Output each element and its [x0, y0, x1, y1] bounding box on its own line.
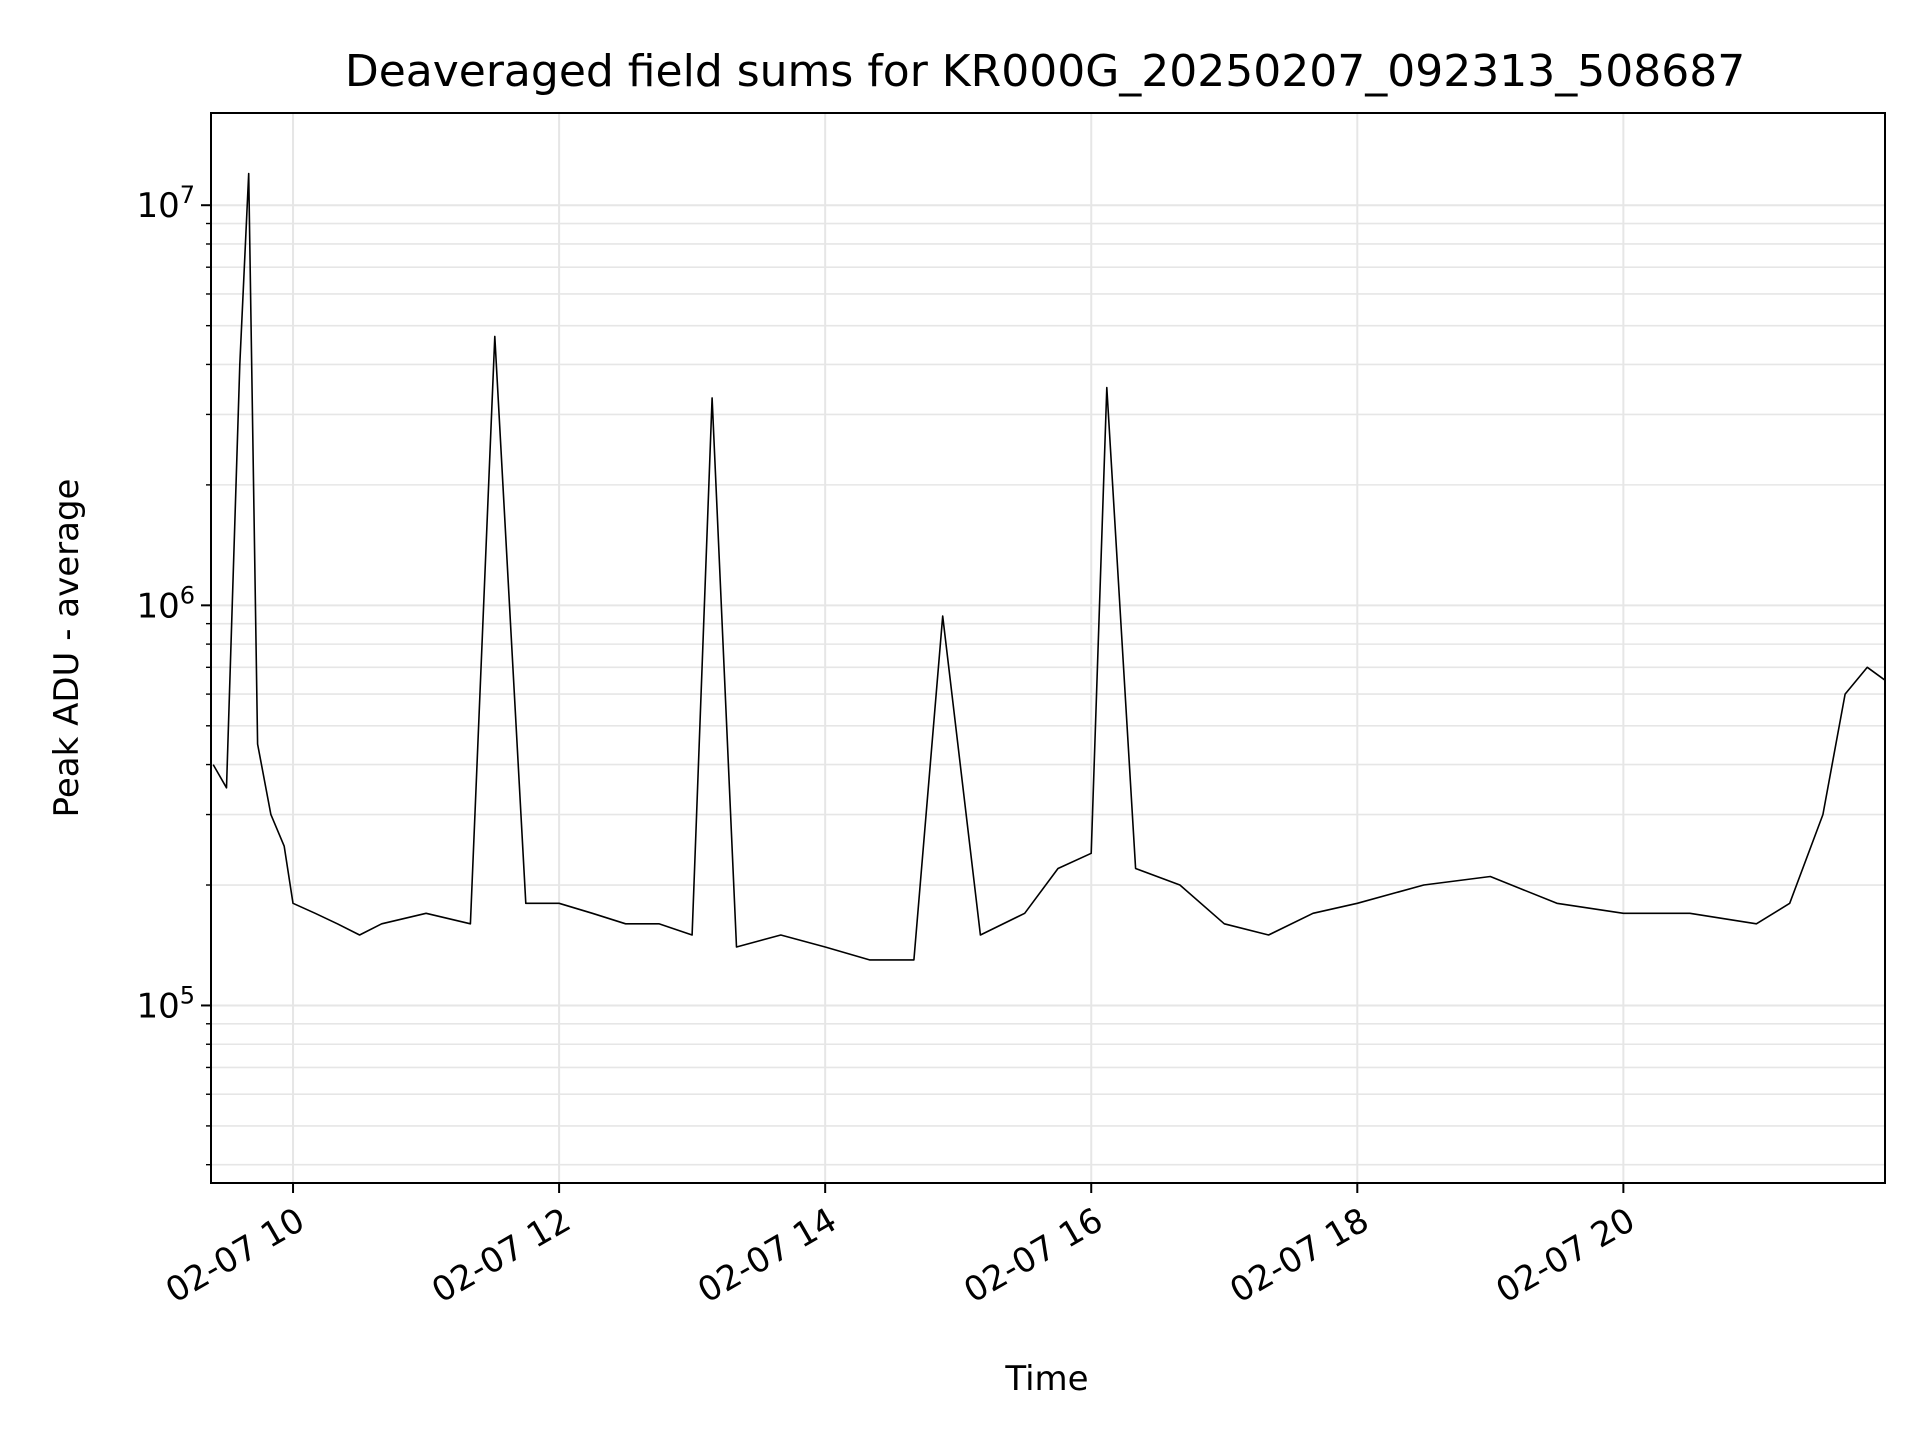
y-tick-label: 105 [136, 981, 195, 1026]
plot-frame [210, 112, 1886, 1184]
series-line [212, 172, 1886, 961]
series-group [212, 172, 1886, 961]
grid [211, 113, 1885, 1183]
y-axis-label: Peak ADU - average [47, 479, 87, 818]
chart-title: Deaveraged field sums for KR000G_2025020… [345, 46, 1745, 97]
y-tick-label: 106 [136, 581, 195, 626]
y-tick-label: 107 [136, 181, 195, 226]
x-axis-label: Time [1004, 1359, 1088, 1399]
